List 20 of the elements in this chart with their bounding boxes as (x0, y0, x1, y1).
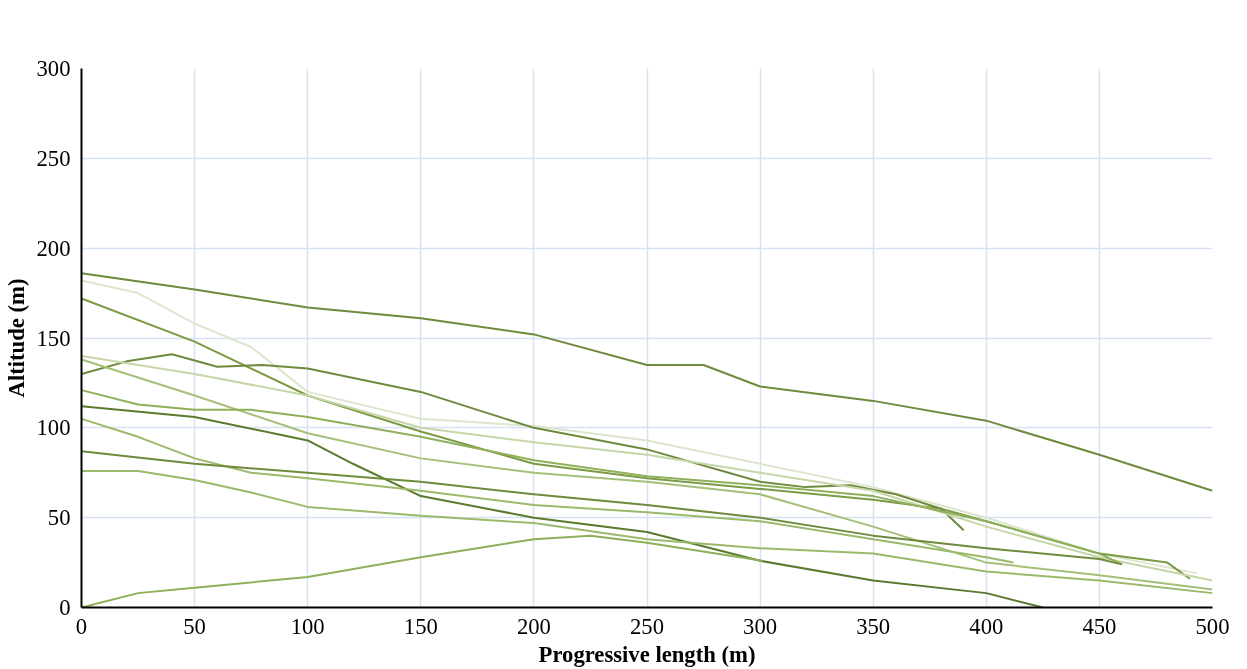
x-tick-label: 350 (856, 613, 891, 639)
x-tick-label: 400 (969, 613, 1004, 639)
x-tick-label: 300 (743, 613, 778, 639)
x-tick-label: 250 (630, 613, 664, 639)
y-tick-label: 150 (36, 325, 71, 351)
x-tick-label: 450 (1082, 613, 1117, 639)
y-tick-label: 50 (47, 505, 71, 531)
y-tick-label: 0 (59, 595, 71, 620)
x-tick-label: 500 (1195, 613, 1230, 639)
x-tick-label: 200 (516, 613, 551, 639)
y-tick-label: 300 (36, 56, 71, 81)
y-axis-title: Altitude (m) (3, 278, 29, 398)
x-tick-label: 150 (403, 613, 438, 639)
y-tick-label: 250 (36, 145, 71, 171)
y-tick-label: 200 (36, 235, 71, 261)
x-tick-label: 50 (183, 613, 206, 639)
x-tick-label: 0 (75, 613, 88, 639)
y-tick-label: 100 (36, 415, 71, 441)
x-tick-label: 100 (290, 613, 325, 639)
x-axis-title: Progressive length (m) (538, 641, 756, 667)
